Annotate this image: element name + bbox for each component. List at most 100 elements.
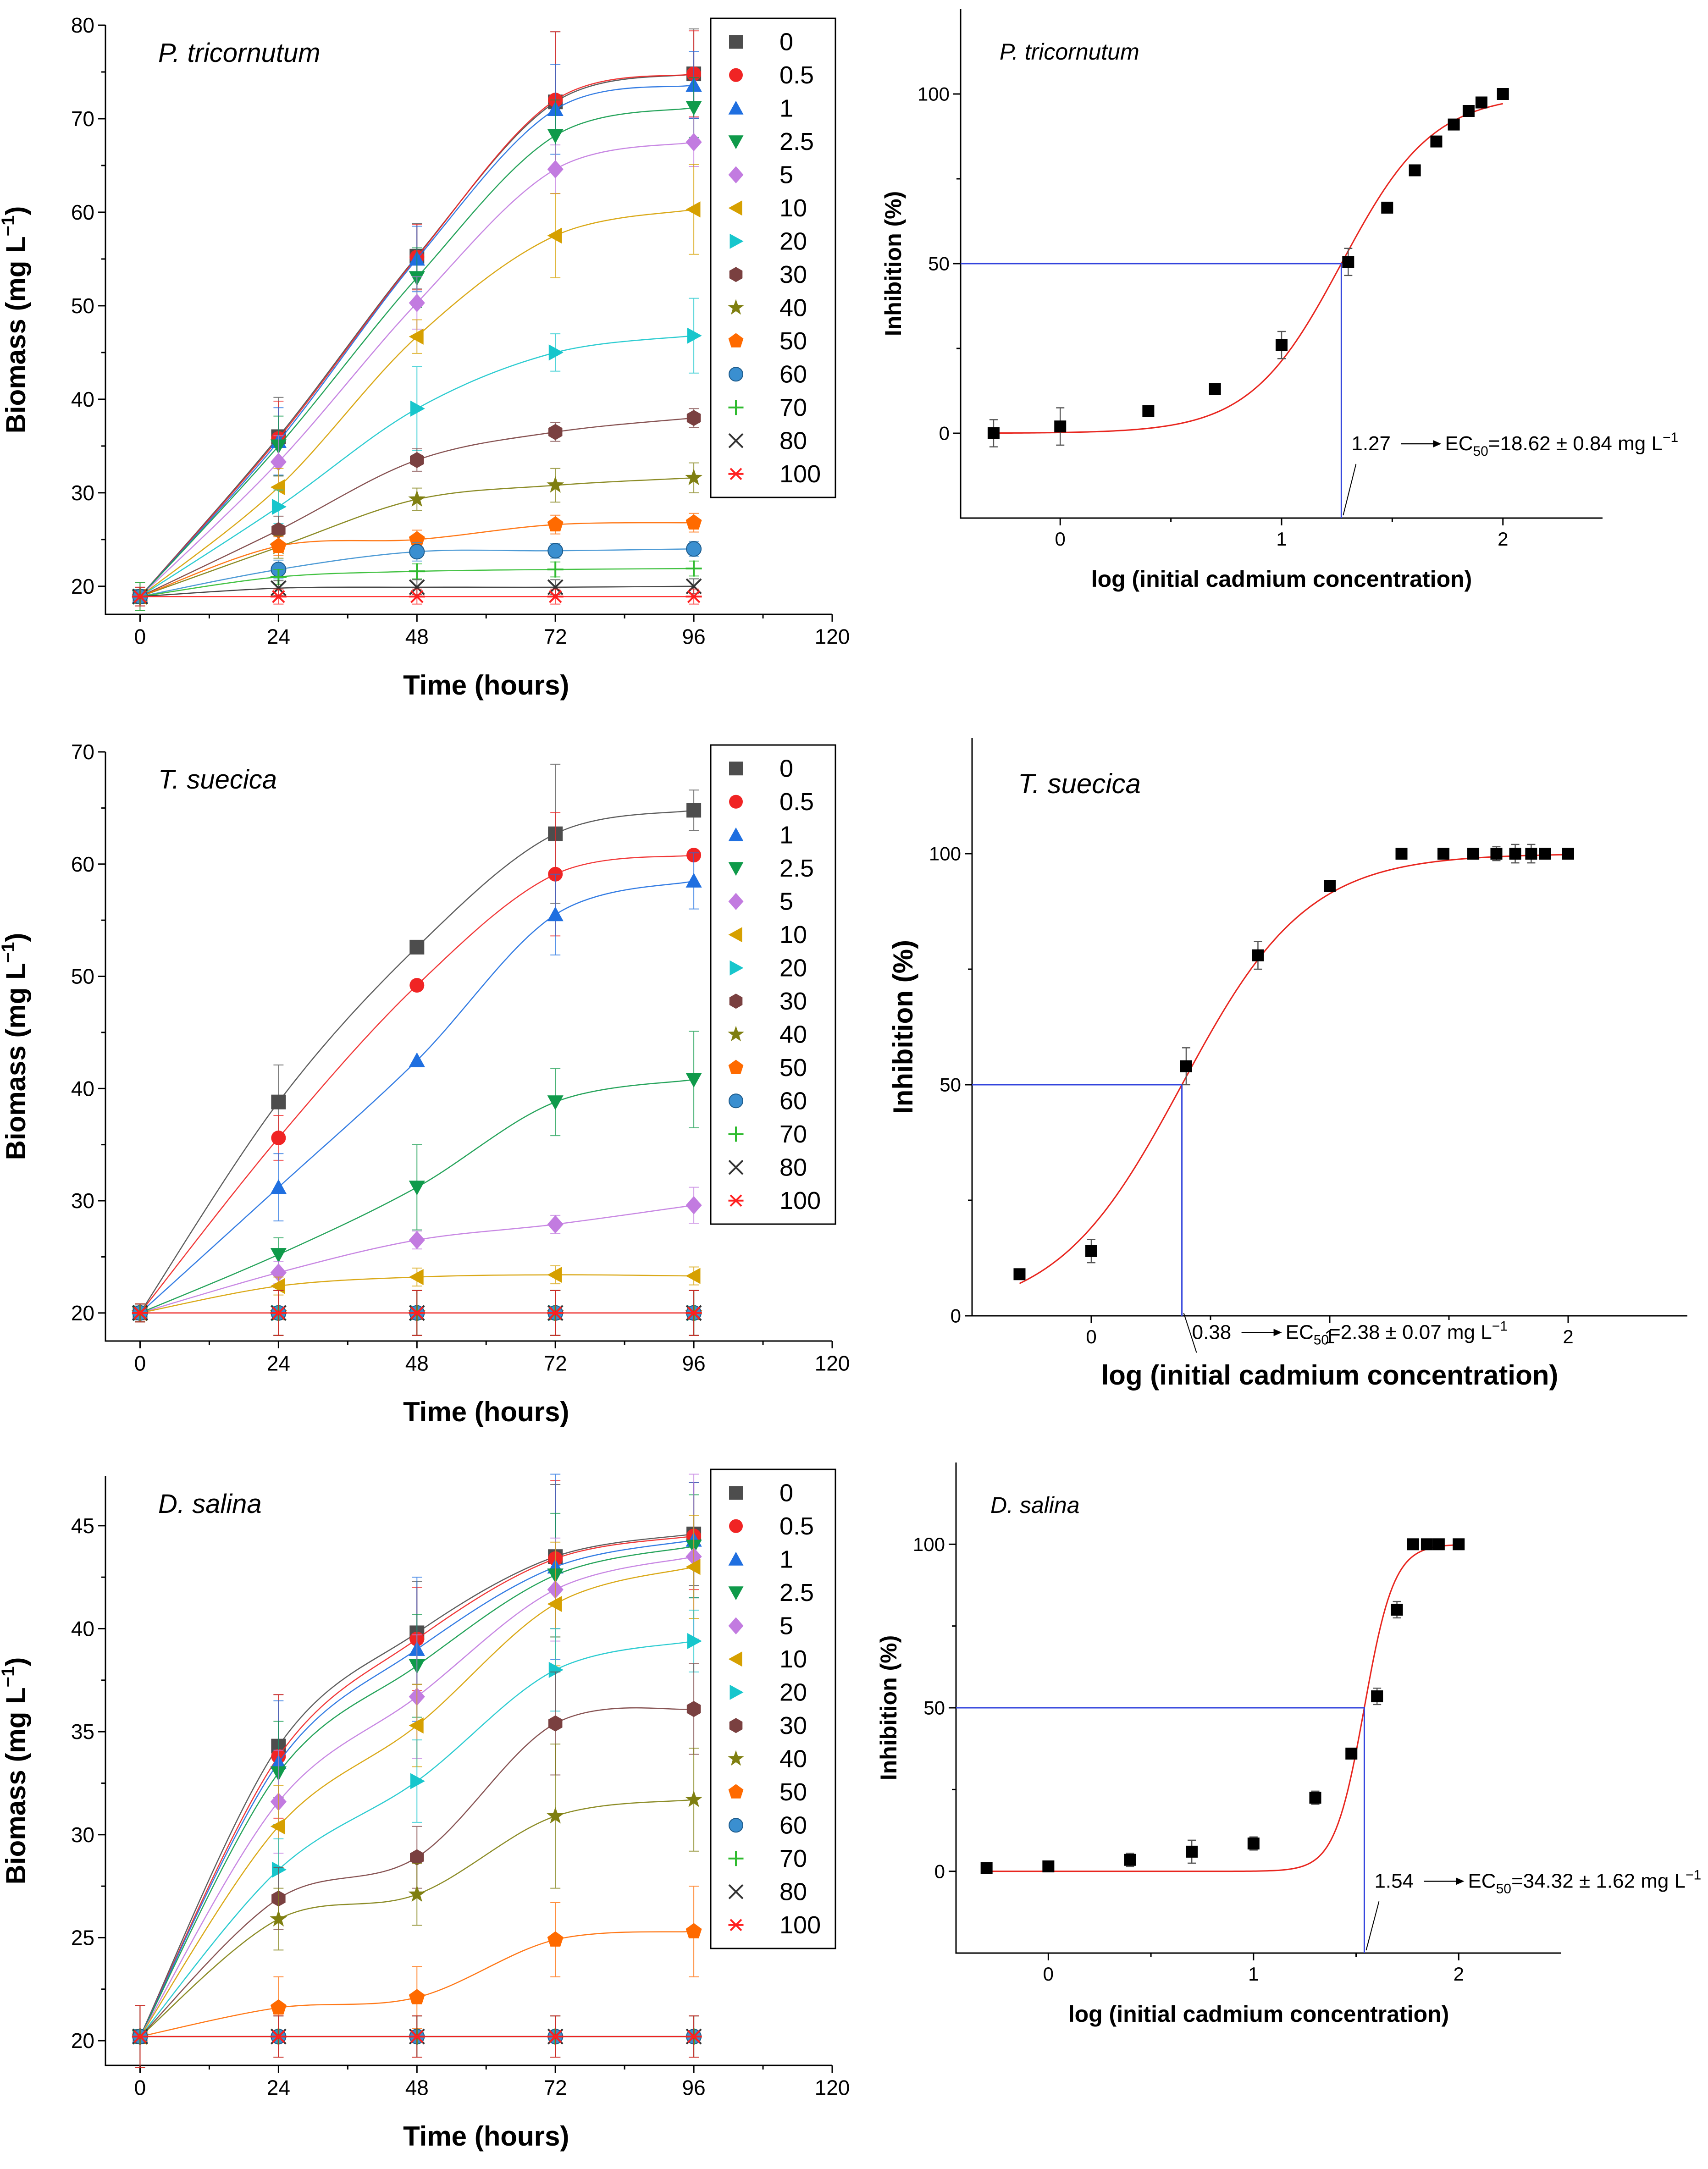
legend-marker — [728, 1750, 744, 1766]
legend-label: 30 — [779, 1712, 807, 1739]
legend-marker — [728, 433, 744, 448]
legend-marker — [730, 960, 744, 976]
y-tick-label: 20 — [71, 574, 94, 598]
series-curve — [139, 1640, 694, 2037]
data-point — [1054, 420, 1067, 433]
y-axis-title-sup: −1 — [0, 215, 18, 237]
legend-label: 40 — [779, 1021, 807, 1048]
legend-marker — [728, 200, 742, 216]
data-point — [270, 1306, 287, 1320]
legend-label: 60 — [779, 1811, 807, 1839]
legend-label: 0 — [779, 1479, 793, 1507]
legend-marker — [728, 1194, 744, 1207]
data-point — [410, 1773, 425, 1789]
legend-label: 70 — [779, 1845, 807, 1872]
legend-box — [710, 1468, 836, 1949]
data-point — [687, 1633, 702, 1650]
series-70 — [132, 560, 702, 611]
x-tick-label: 24 — [267, 624, 290, 648]
data-point — [547, 590, 564, 603]
legend-label: 5 — [779, 161, 793, 188]
data-point — [685, 560, 702, 577]
data-point — [1345, 1747, 1358, 1760]
data-point — [685, 1790, 703, 1807]
legend-marker — [728, 1060, 744, 1074]
series-curve — [139, 1556, 694, 2037]
data-point — [1475, 96, 1487, 109]
data-point — [1342, 256, 1354, 268]
legend-label: 100 — [779, 460, 821, 488]
x-tick-label: 48 — [405, 2075, 429, 2099]
data-point — [1432, 1538, 1445, 1551]
legend-marker — [728, 1919, 744, 1932]
legend-label: 40 — [779, 1745, 807, 1772]
series-curve — [139, 107, 694, 597]
legend-label: 10 — [779, 1645, 807, 1673]
chart-title: D. salina — [158, 1489, 262, 1519]
data-point — [409, 1717, 424, 1734]
legend-label: 1 — [779, 94, 793, 122]
legend-marker — [728, 135, 744, 149]
y-axis-title-main: Biomass (mg L — [0, 236, 31, 433]
y-axis-title: Biomass (mg L−1) — [0, 933, 31, 1160]
legend-marker — [728, 1784, 744, 1799]
x-tick-label: 24 — [267, 1351, 290, 1375]
series-100 — [132, 1290, 702, 1336]
legend-marker — [728, 1026, 744, 1042]
data-point — [547, 1595, 562, 1612]
ec50-unit-sup: −1 — [1686, 1867, 1701, 1882]
y-axis-title: Biomass (mg L−1) — [0, 206, 31, 434]
data-point — [271, 522, 286, 539]
x-tick-label: 96 — [682, 624, 706, 648]
data-point — [1525, 848, 1537, 860]
data-point — [686, 1701, 701, 1717]
annotation-pointer — [1365, 1901, 1380, 1951]
x-tick-label: 120 — [815, 2075, 850, 2099]
chart-title: T. suecica — [1018, 768, 1141, 799]
legend-marker — [729, 35, 743, 49]
legend-label: 60 — [779, 1087, 807, 1115]
legend-label: 0 — [779, 755, 793, 782]
data-point — [270, 590, 287, 603]
x-axis-title: log (initial cadmium concentration) — [1101, 1360, 1559, 1391]
y-tick-label: 50 — [923, 1697, 945, 1719]
data-point — [1309, 1792, 1321, 1804]
series-curve — [139, 854, 694, 1314]
legend-box — [710, 17, 836, 498]
series-curve — [139, 141, 694, 597]
y-tick-label: 50 — [71, 294, 94, 318]
legend-label: 0.5 — [779, 61, 814, 89]
data-point — [270, 1910, 287, 1927]
legend-label: 60 — [779, 360, 807, 388]
data-point — [409, 1306, 425, 1320]
ec50-label: EC — [1468, 1870, 1496, 1892]
x-tick-label: 24 — [267, 2075, 290, 2099]
data-point — [271, 498, 287, 515]
data-point — [409, 978, 425, 993]
legend-label: 50 — [779, 327, 807, 355]
y-tick-label: 50 — [940, 1074, 961, 1096]
data-point — [547, 906, 564, 922]
data-point — [686, 803, 702, 818]
chart-title: D. salina — [990, 1492, 1080, 1518]
data-point — [685, 1196, 702, 1214]
legend-marker — [729, 993, 743, 1009]
y-axis-title-sup: −1 — [0, 942, 18, 963]
data-point — [1407, 1538, 1419, 1551]
series-curve — [139, 1799, 694, 2037]
y-tick-label: 80 — [71, 13, 94, 37]
legend-marker — [728, 827, 744, 841]
data-point — [1042, 1860, 1055, 1872]
data-point — [547, 516, 564, 532]
data-point — [548, 424, 563, 440]
ec50-annotation: 1.54 EC50=34.32 ± 1.62 mg L−1 — [1365, 1867, 1701, 1951]
data-point — [270, 453, 287, 471]
axis-lines — [105, 1476, 832, 2066]
ec50-unit-sup: −1 — [1492, 1319, 1508, 1334]
data-point — [547, 1095, 564, 1110]
y-tick-label: 0 — [939, 423, 950, 444]
ec50-guide — [972, 1084, 1183, 1316]
legend-marker — [728, 1651, 742, 1667]
data-point — [1409, 164, 1421, 177]
